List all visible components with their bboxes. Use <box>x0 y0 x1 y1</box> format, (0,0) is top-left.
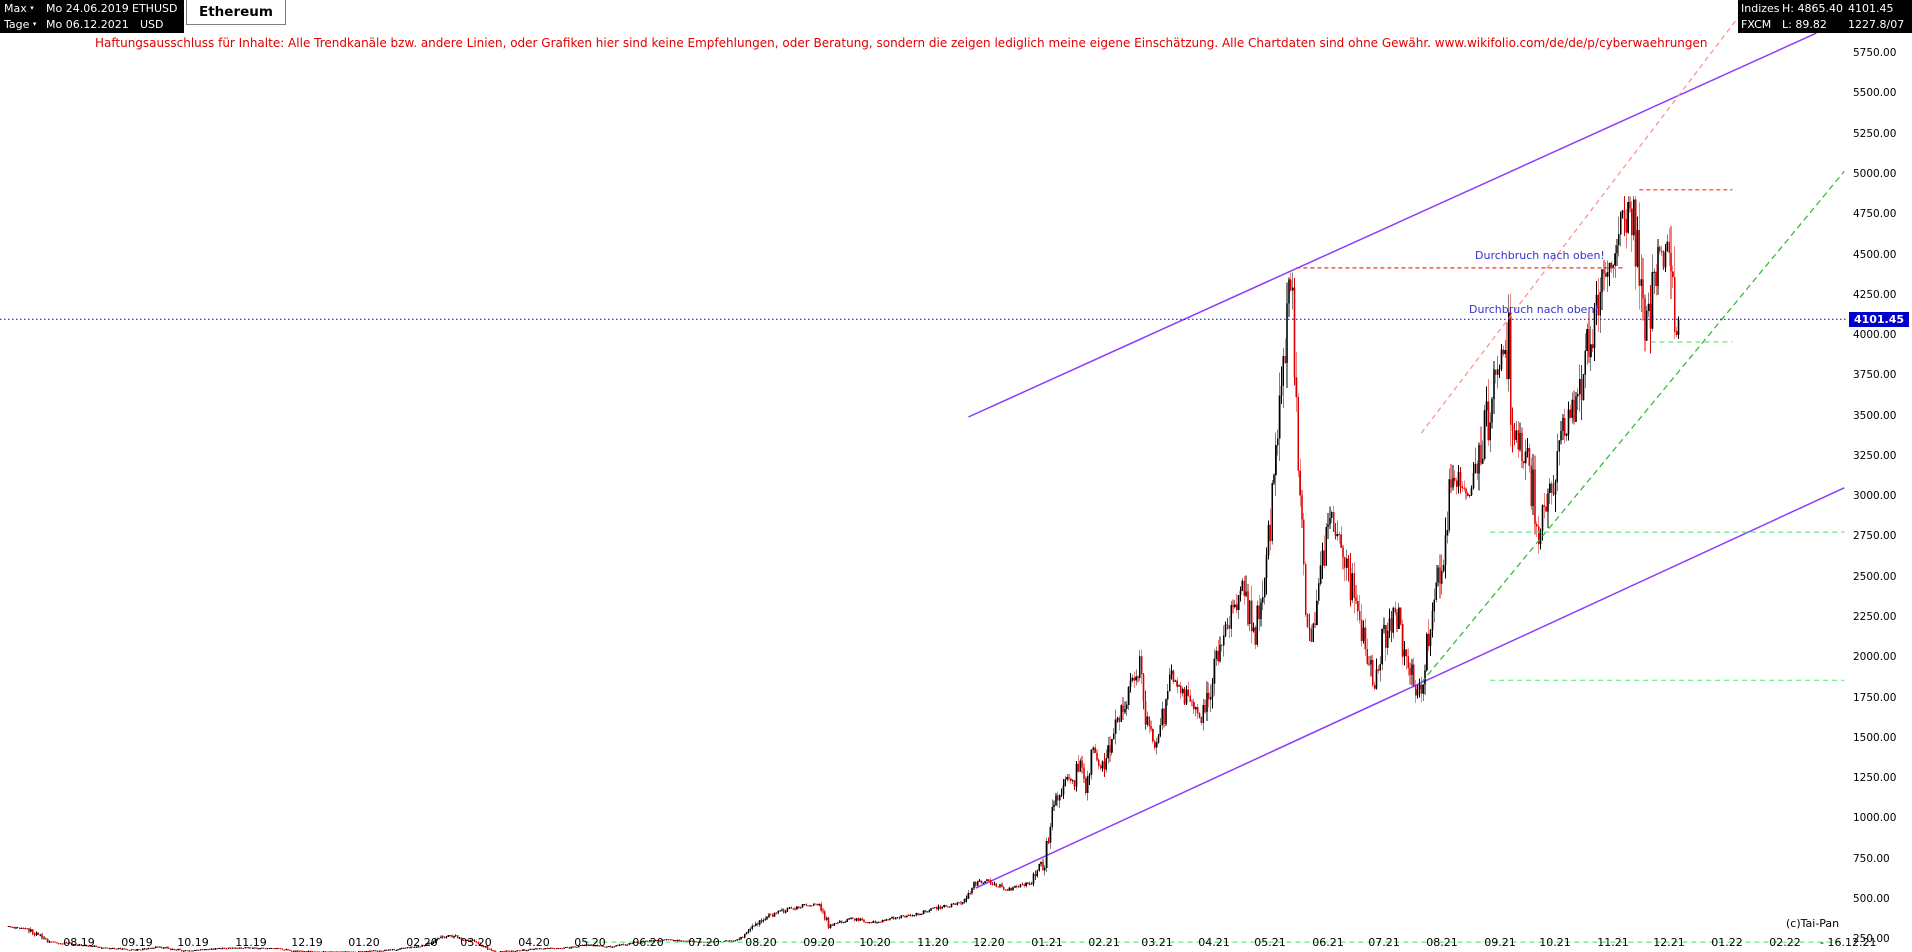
y-axis-label: 2750.00 <box>1853 530 1897 542</box>
range-mode-dropdown[interactable]: Max ▾ <box>4 2 34 15</box>
x-axis-label: 09.20 <box>803 936 835 949</box>
x-axis-label: 09.19 <box>121 936 153 949</box>
y-axis-label: 3000.00 <box>1853 490 1897 502</box>
y-axis-label: 1250.00 <box>1853 772 1897 784</box>
timeframe-dropdown[interactable]: Tage ▾ <box>4 18 37 31</box>
caret-down-icon: ▾ <box>30 4 34 12</box>
y-axis-label: 250.00 <box>1853 933 1890 945</box>
x-axis-label: 10.21 <box>1539 936 1571 949</box>
red-resistance-trendline <box>1420 9 1745 434</box>
candle-bodies-down <box>9 199 1678 952</box>
violet-channel-lower-line <box>975 487 1845 889</box>
y-axis-label: 3750.00 <box>1853 369 1897 381</box>
y-axis-label: 5500.00 <box>1853 87 1897 99</box>
x-axis-label: 06.20 <box>632 936 664 949</box>
date-from-field[interactable]: Mo 24.06.2019 <box>46 2 129 15</box>
x-axis-label: 11.19 <box>235 936 267 949</box>
x-axis-label: 08.19 <box>63 936 95 949</box>
x-axis-label: 04.20 <box>518 936 550 949</box>
x-axis-label: 07.20 <box>688 936 720 949</box>
last-quote-value: 4101.45 <box>1848 2 1894 15</box>
period-high-value: H: 4865.40 <box>1782 2 1843 15</box>
x-axis-label: 09.21 <box>1484 936 1516 949</box>
quote-panel: Indizes H: 4865.40 4101.45 FXCM L: 89.82… <box>1738 0 1912 33</box>
x-axis-label: 05.21 <box>1254 936 1286 949</box>
x-axis-label: 05.20 <box>574 936 606 949</box>
y-axis-label: 1000.00 <box>1853 812 1897 824</box>
y-axis-label: 5000.00 <box>1853 168 1897 180</box>
x-axis-label: 10.20 <box>859 936 891 949</box>
candles <box>7 196 1680 952</box>
feed-category-label: Indizes <box>1741 2 1780 15</box>
y-axis-label: 3250.00 <box>1853 450 1897 462</box>
x-axis-label: 11.21 <box>1597 936 1629 949</box>
axis-end-date-label: - 16.12.21 <box>1820 936 1877 949</box>
x-axis-label: 12.20 <box>973 936 1005 949</box>
x-axis-label: 01.22 <box>1711 936 1743 949</box>
signal-lines <box>584 9 1845 943</box>
x-axis-label: 01.21 <box>1031 936 1063 949</box>
currency-label: USD <box>140 18 164 31</box>
y-axis-label: 5250.00 <box>1853 128 1897 140</box>
disclaimer-text: Haftungsausschluss für Inhalte: Alle Tre… <box>95 36 1708 50</box>
x-axis-label: 12.19 <box>291 936 323 949</box>
trend-channel-lines <box>968 32 1845 889</box>
x-axis-label: 03.20 <box>460 936 492 949</box>
symbol-label: ETHUSD <box>132 2 178 15</box>
y-axis-label: 2000.00 <box>1853 651 1897 663</box>
x-axis-label: 03.21 <box>1141 936 1173 949</box>
breakout-annotation-upper: Durchbruch nach oben! <box>1475 249 1605 262</box>
x-axis-label: 02.20 <box>406 936 438 949</box>
x-axis-label: 11.20 <box>917 936 949 949</box>
candle-bodies-up <box>7 199 1680 952</box>
breakout-annotation-lower: Durchbruch nach oben! <box>1469 303 1599 316</box>
feed-name-label: FXCM <box>1741 18 1772 31</box>
instrument-name[interactable]: Ethereum <box>186 0 286 25</box>
green-support-trendline <box>1420 170 1845 684</box>
y-axis-label: 2250.00 <box>1853 611 1897 623</box>
x-axis-label: 01.20 <box>348 936 380 949</box>
x-axis-label: 02.22 <box>1769 936 1801 949</box>
y-axis-label: 1500.00 <box>1853 732 1897 744</box>
caret-down-icon: ▾ <box>32 20 37 28</box>
y-axis-label: 4000.00 <box>1853 329 1897 341</box>
y-axis-label: 4250.00 <box>1853 289 1897 301</box>
candle-wicks-up <box>8 196 1679 952</box>
secondary-quote-value: 1227.8/07 <box>1848 18 1905 31</box>
y-axis-label: 3500.00 <box>1853 410 1897 422</box>
x-axis-label: 07.21 <box>1368 936 1400 949</box>
x-axis-label: 10.19 <box>177 936 209 949</box>
x-axis-label: 08.20 <box>745 936 777 949</box>
y-axis-label: 1750.00 <box>1853 692 1897 704</box>
violet-channel-upper-line <box>968 32 1817 418</box>
period-low-value: L: 89.82 <box>1782 18 1827 31</box>
range-settings-panel: Max ▾ Mo 24.06.2019 ETHUSD Tage ▾ Mo 06.… <box>0 0 184 33</box>
y-axis-label: 4500.00 <box>1853 249 1897 261</box>
y-axis-label: 2500.00 <box>1853 571 1897 583</box>
x-axis-label: 02.21 <box>1088 936 1120 949</box>
date-to-field[interactable]: Mo 06.12.2021 <box>46 18 129 31</box>
y-axis-label: 5750.00 <box>1853 47 1897 59</box>
x-axis-label: 12.21 <box>1653 936 1685 949</box>
candle-wicks-down <box>10 196 1677 952</box>
y-axis-label: 750.00 <box>1853 853 1890 865</box>
copyright-label: (c)Tai-Pan <box>1786 917 1840 930</box>
x-axis-label: 04.21 <box>1198 936 1230 949</box>
y-axis-label: 4750.00 <box>1853 208 1897 220</box>
x-axis-label: 06.21 <box>1312 936 1344 949</box>
x-axis-label: 08.21 <box>1426 936 1458 949</box>
y-axis-label: 500.00 <box>1853 893 1890 905</box>
last-price-badge: 4101.45 <box>1849 312 1909 327</box>
